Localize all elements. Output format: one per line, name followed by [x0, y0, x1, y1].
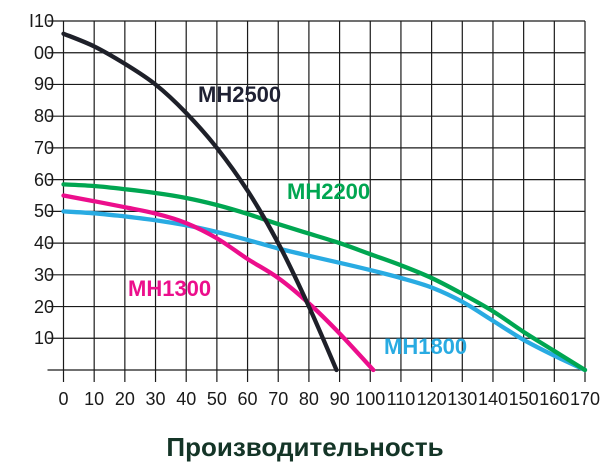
- x-axis-title: Производительность: [166, 432, 444, 462]
- x-tick-label: 30: [145, 389, 166, 409]
- x-tick-label: 50: [206, 389, 227, 409]
- curve-label-mh2500: MH2500: [198, 82, 282, 107]
- y-tick-label: 10: [33, 328, 54, 349]
- y-tick-label: I10: [28, 11, 54, 31]
- x-tick-label: 170: [569, 389, 601, 409]
- curve-label-mh2200: MH2200: [287, 179, 371, 204]
- y-tick-label: 60: [33, 169, 54, 190]
- y-tick-label: 90: [33, 74, 54, 95]
- curve-mh1300: [61, 193, 376, 373]
- curve-mh2500: [61, 31, 339, 373]
- x-tick-label: 80: [298, 389, 319, 409]
- y-tick-label: 00: [33, 42, 54, 63]
- y-tick-label: 30: [33, 264, 54, 285]
- curve-mh1800: [61, 209, 588, 373]
- curve-label-mh1800: MH1800: [384, 334, 468, 359]
- curve-mh2200: [61, 182, 588, 373]
- curve-label-mh1300: MH1300: [128, 276, 212, 301]
- x-tick-label: 0: [58, 389, 69, 409]
- x-tick-label: 90: [329, 389, 350, 409]
- x-tick-label: 70: [268, 389, 289, 409]
- x-tick-label: 10: [84, 389, 105, 409]
- y-tick-label: 80: [33, 106, 54, 127]
- x-tick-label: 40: [176, 389, 197, 409]
- y-tick-label: 20: [33, 296, 54, 317]
- x-tick-label: 20: [114, 389, 135, 409]
- x-tick-label: 60: [237, 389, 258, 409]
- x-tick-label: 110: [386, 389, 416, 409]
- y-tick-label: 50: [33, 201, 54, 222]
- y-tick-label: 40: [33, 233, 54, 254]
- y-tick-label: 70: [33, 137, 54, 158]
- x-tick-label: 120: [416, 389, 447, 409]
- x-tick-label: 150: [508, 389, 539, 409]
- x-tick-label: 160: [539, 389, 570, 409]
- x-tick-label: 140: [477, 389, 508, 409]
- x-tick-label: 100: [355, 389, 386, 409]
- x-tick-label: 130: [447, 389, 478, 409]
